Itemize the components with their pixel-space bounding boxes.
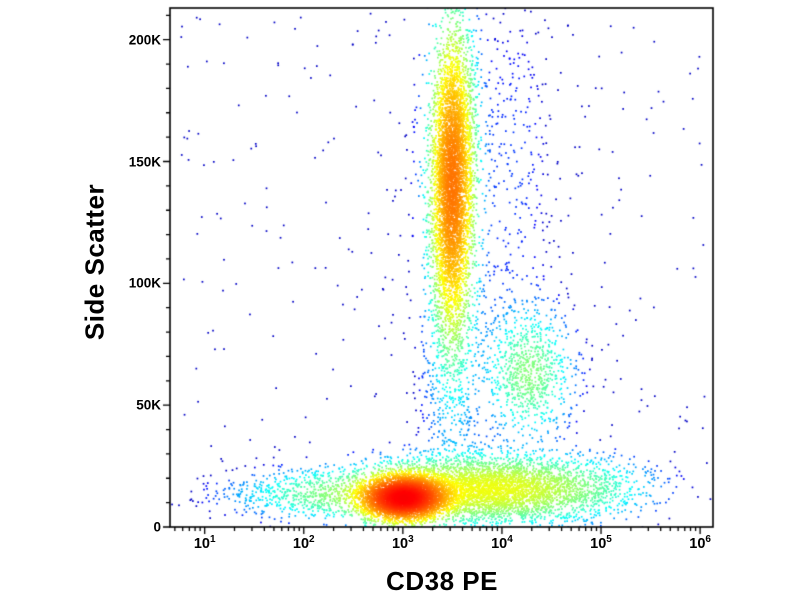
x-tick-label: 105	[590, 534, 612, 552]
x-axis-title: CD38 PE	[386, 566, 498, 596]
y-axis-title: Side Scatter	[79, 183, 110, 341]
y-tick-label: 100K	[128, 275, 161, 291]
x-tick-label: 101	[193, 534, 216, 552]
x-tick-label: 106	[689, 534, 711, 552]
x-tick-label: 103	[391, 534, 414, 552]
y-tick-label: 150K	[128, 154, 161, 169]
x-tick-label: 102	[292, 534, 315, 552]
y-tick-label: 50K	[136, 397, 161, 413]
y-tick-label: 0	[153, 519, 161, 535]
x-tick-label: 104	[491, 534, 513, 552]
y-tick-label: 200K	[128, 32, 161, 48]
